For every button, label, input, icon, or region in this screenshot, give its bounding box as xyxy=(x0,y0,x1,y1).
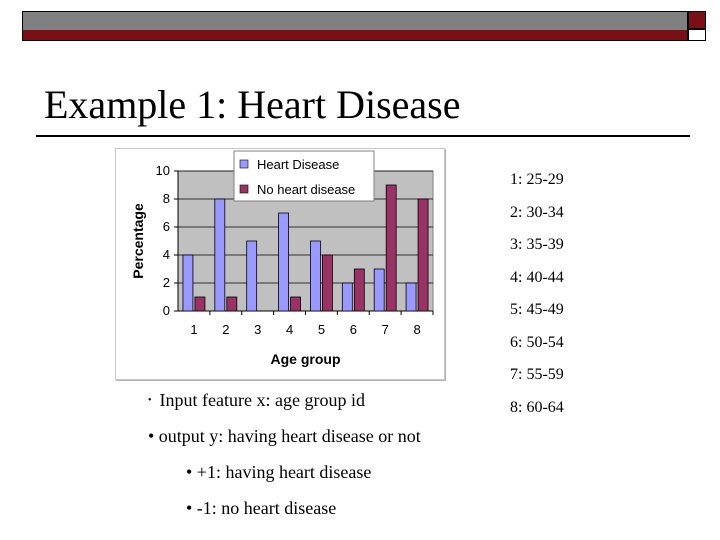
age-group-item: 6: 50-54 xyxy=(510,333,564,351)
x-tick-label: 4 xyxy=(286,322,293,337)
x-tick-label: 6 xyxy=(350,322,357,337)
x-axis-title: Age group xyxy=(271,351,341,367)
bullet-positive: • +1: having heart disease xyxy=(186,462,372,482)
title-bar-red-strip xyxy=(23,30,687,40)
bar-heart-disease xyxy=(373,268,385,312)
bullet-negative: • -1: no heart disease xyxy=(186,498,337,518)
slide-title: Example 1: Heart Disease xyxy=(44,82,461,127)
title-divider xyxy=(36,135,690,137)
corner-red-square xyxy=(688,11,706,29)
age-group-legend: 1: 25-29 2: 30-34 3: 35-39 4: 40-44 5: 4… xyxy=(510,170,564,430)
y-axis-title: Percentage xyxy=(130,203,146,279)
x-tick-label: 7 xyxy=(382,322,389,337)
age-group-item: 2: 30-34 xyxy=(510,203,564,221)
x-tick-label: 2 xyxy=(222,322,229,337)
bullet-output: • output y: having heart disease or not xyxy=(148,426,421,446)
bar-no-heart-disease xyxy=(322,254,333,312)
title-bar-decoration xyxy=(22,11,688,41)
bullet-marker: • xyxy=(148,395,152,406)
bar-no-heart-disease xyxy=(226,296,238,312)
y-tick-label: 0 xyxy=(163,303,170,318)
bar-heart-disease xyxy=(246,240,258,312)
bar-no-heart-disease xyxy=(194,296,206,312)
legend-label: Heart Disease xyxy=(257,157,339,172)
bar-heart-disease xyxy=(278,212,289,312)
bar-no-heart-disease xyxy=(417,198,429,312)
bar-heart-disease xyxy=(341,282,353,312)
x-tick-label: 1 xyxy=(190,322,197,337)
bar-heart-disease xyxy=(214,198,226,312)
y-tick-label: 4 xyxy=(163,247,170,262)
y-tick-label: 2 xyxy=(163,275,170,290)
age-group-item: 1: 25-29 xyxy=(510,171,564,188)
bar-heart-disease xyxy=(310,240,321,312)
y-tick-label: 6 xyxy=(163,219,170,234)
x-tick-label: 5 xyxy=(318,322,325,337)
bar-heart-disease xyxy=(405,282,417,312)
bar-no-heart-disease xyxy=(353,268,365,312)
age-group-item: 8: 60-64 xyxy=(510,398,564,416)
chart-container: 0 2 4 6 8 10 1 2 3 4 5 6 7 8 Age group Percentage Heart … xyxy=(115,148,445,380)
x-tick-label: 3 xyxy=(254,322,261,337)
age-group-item: 7: 55-59 xyxy=(510,366,564,383)
bar-no-heart-disease xyxy=(385,184,397,312)
x-tick-label: 8 xyxy=(413,322,420,337)
legend-label: No heart disease xyxy=(257,182,355,197)
y-tick-label: 8 xyxy=(163,191,170,206)
bar-heart-disease xyxy=(182,254,194,312)
corner-white-square xyxy=(688,29,706,41)
age-group-item: 5: 45-49 xyxy=(510,301,564,318)
bullet-text: Input feature x: age group id xyxy=(159,390,365,410)
age-group-item: 4: 40-44 xyxy=(510,268,564,286)
legend-box xyxy=(233,150,375,202)
age-group-item: 3: 35-39 xyxy=(510,236,564,253)
bullet-input-feature: • Input feature x: age group id xyxy=(148,390,365,411)
bar-no-heart-disease xyxy=(290,296,301,312)
legend-swatch xyxy=(239,184,249,194)
y-tick-label: 10 xyxy=(156,163,170,178)
legend-swatch xyxy=(239,159,249,169)
